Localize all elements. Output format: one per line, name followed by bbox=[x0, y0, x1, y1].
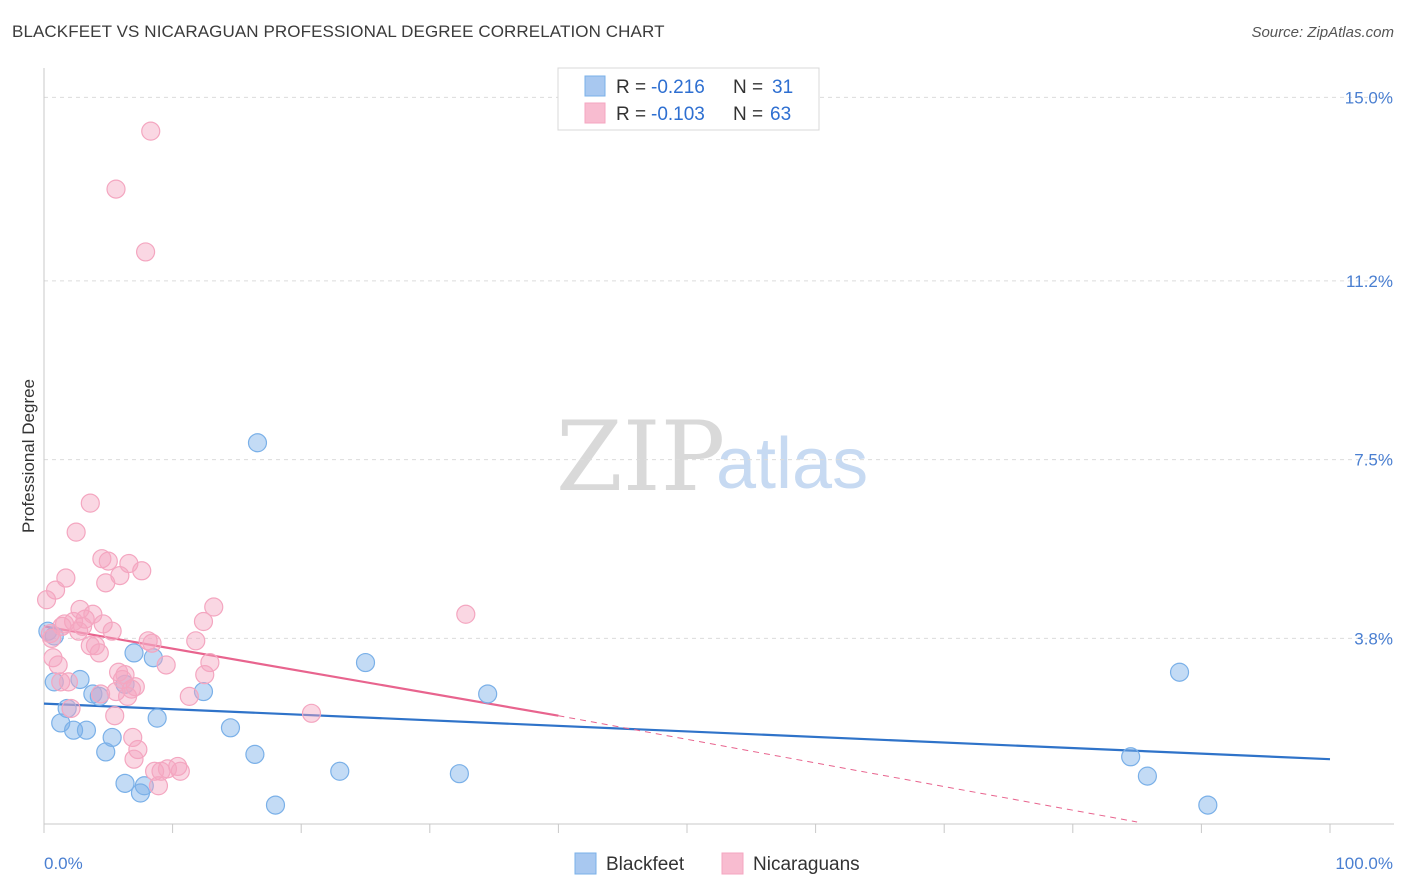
legend-r-value: -0.103 bbox=[651, 104, 705, 125]
data-point-nicaraguans bbox=[70, 599, 90, 620]
chart-title: BLACKFEET VS NICARAGUAN PROFESSIONAL DEG… bbox=[12, 22, 665, 41]
axes bbox=[43, 68, 1394, 833]
data-point-nicaraguans bbox=[105, 706, 125, 726]
y-tick-label: 7.5% bbox=[1354, 451, 1393, 470]
data-point-blackfeet bbox=[1121, 747, 1141, 767]
series-legend: Blackfeet Nicaraguans bbox=[574, 852, 860, 875]
legend-r-label: R = bbox=[616, 77, 646, 98]
data-point-blackfeet bbox=[124, 643, 144, 663]
data-point-blackfeet bbox=[102, 727, 122, 748]
legend-n-value: 31 bbox=[772, 77, 793, 98]
data-point-nicaraguans bbox=[179, 686, 199, 706]
data-point-nicaraguans bbox=[141, 121, 161, 141]
y-axis-label: Professional Degree bbox=[19, 379, 38, 533]
data-point-blackfeet bbox=[134, 776, 154, 796]
data-point-nicaraguans bbox=[89, 643, 109, 663]
data-point-blackfeet bbox=[265, 795, 286, 815]
data-point-nicaraguans bbox=[80, 493, 100, 513]
x-tick-label: 100.0% bbox=[1335, 854, 1393, 873]
legend-n-label: N = bbox=[733, 104, 763, 125]
data-point-nicaraguans bbox=[193, 611, 214, 632]
legend-n-label: N = bbox=[733, 77, 763, 98]
data-point-nicaraguans bbox=[204, 597, 224, 617]
data-point-nicaraguans bbox=[148, 776, 169, 796]
grid-lines bbox=[44, 96, 1394, 639]
data-point-nicaraguans bbox=[142, 633, 162, 653]
data-point-nicaraguans bbox=[61, 698, 81, 719]
y-tick-labels: 3.8% 7.5% 11.2% 15.0% bbox=[1345, 88, 1393, 648]
data-point-nicaraguans bbox=[51, 672, 71, 692]
data-point-nicaraguans bbox=[128, 739, 148, 760]
legend-swatch-blackfeet bbox=[574, 852, 597, 875]
data-point-blackfeet bbox=[147, 708, 167, 728]
watermark-zip: ZIP bbox=[556, 401, 725, 513]
data-point-nicaraguans bbox=[123, 727, 143, 748]
data-point-blackfeet bbox=[193, 681, 214, 702]
trend-line-nicaraguans bbox=[43, 625, 559, 717]
x-tick-labels: 0.0% 100.0% bbox=[44, 854, 1393, 873]
data-point-nicaraguans bbox=[56, 568, 76, 588]
correlation-legend: R = -0.216 N = 31 R = -0.103 N = 63 bbox=[557, 67, 820, 131]
data-point-blackfeet bbox=[478, 684, 498, 704]
legend-n-value: 63 bbox=[770, 104, 791, 125]
data-point-nicaraguans bbox=[135, 242, 156, 262]
data-point-nicaraguans bbox=[63, 611, 84, 632]
data-point-nicaraguans bbox=[106, 681, 126, 702]
legend-label-blackfeet: Blackfeet bbox=[606, 854, 685, 875]
data-point-nicaraguans bbox=[195, 665, 215, 685]
data-point-blackfeet bbox=[1169, 662, 1190, 682]
y-tick-label: 3.8% bbox=[1354, 629, 1393, 648]
legend-label-nicaraguans: Nicaraguans bbox=[753, 854, 860, 875]
y-tick-label: 15.0% bbox=[1345, 88, 1393, 107]
data-point-nicaraguans bbox=[200, 652, 220, 673]
data-point-nicaraguans bbox=[106, 179, 126, 199]
legend-swatch-nicaraguans bbox=[584, 102, 606, 124]
data-point-blackfeet bbox=[1198, 795, 1218, 815]
y-tick-label: 11.2% bbox=[1346, 272, 1393, 291]
data-point-nicaraguans bbox=[456, 604, 476, 624]
trend-lines bbox=[43, 625, 1331, 823]
data-point-nicaraguans bbox=[156, 655, 176, 675]
data-point-nicaraguans bbox=[66, 522, 86, 542]
data-point-nicaraguans bbox=[301, 703, 322, 723]
source-note: Source: ZipAtlas.com bbox=[1251, 24, 1394, 41]
data-point-nicaraguans bbox=[124, 749, 144, 769]
legend-swatch-blackfeet bbox=[584, 75, 606, 97]
data-point-nicaraguans bbox=[52, 616, 72, 636]
trend-line-blackfeet bbox=[43, 702, 1331, 761]
data-point-blackfeet bbox=[245, 744, 265, 764]
legend-swatch-nicaraguans bbox=[721, 852, 744, 875]
data-point-blackfeet bbox=[1137, 766, 1157, 786]
trend-line-nicaraguans-extension bbox=[558, 715, 1138, 823]
legend-r-value: -0.216 bbox=[651, 77, 705, 98]
data-point-nicaraguans bbox=[132, 561, 152, 581]
data-point-nicaraguans bbox=[48, 655, 68, 675]
data-points bbox=[36, 121, 1218, 815]
data-point-blackfeet bbox=[70, 669, 90, 690]
data-point-nicaraguans bbox=[170, 761, 190, 781]
data-point-nicaraguans bbox=[186, 631, 206, 651]
data-point-blackfeet bbox=[330, 761, 350, 781]
data-point-blackfeet bbox=[247, 433, 268, 453]
data-point-blackfeet bbox=[76, 720, 97, 740]
data-point-nicaraguans bbox=[98, 551, 118, 571]
data-point-blackfeet bbox=[355, 652, 376, 673]
data-point-nicaraguans bbox=[125, 677, 145, 697]
legend-r-label: R = bbox=[616, 104, 646, 125]
data-point-blackfeet bbox=[115, 773, 135, 793]
data-point-nicaraguans bbox=[102, 621, 122, 641]
data-point-blackfeet bbox=[220, 718, 241, 738]
data-point-nicaraguans bbox=[72, 616, 93, 636]
x-tick-label: 0.0% bbox=[44, 854, 83, 873]
watermark: ZIP atlas bbox=[556, 401, 868, 513]
data-point-blackfeet bbox=[449, 764, 469, 784]
data-point-nicaraguans bbox=[58, 672, 79, 692]
data-point-nicaraguans bbox=[90, 684, 111, 704]
watermark-atlas: atlas bbox=[716, 424, 868, 504]
